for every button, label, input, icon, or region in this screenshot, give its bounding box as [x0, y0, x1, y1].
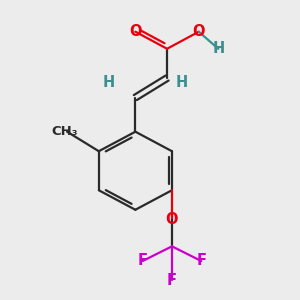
Text: H: H [212, 41, 224, 56]
Text: CH₃: CH₃ [51, 125, 78, 138]
Text: F: F [196, 254, 206, 268]
Text: O: O [193, 24, 205, 39]
Text: H: H [102, 75, 115, 90]
Text: O: O [166, 212, 178, 227]
Text: F: F [138, 254, 148, 268]
Text: F: F [167, 273, 177, 288]
Text: O: O [129, 24, 142, 39]
Text: H: H [176, 75, 188, 90]
